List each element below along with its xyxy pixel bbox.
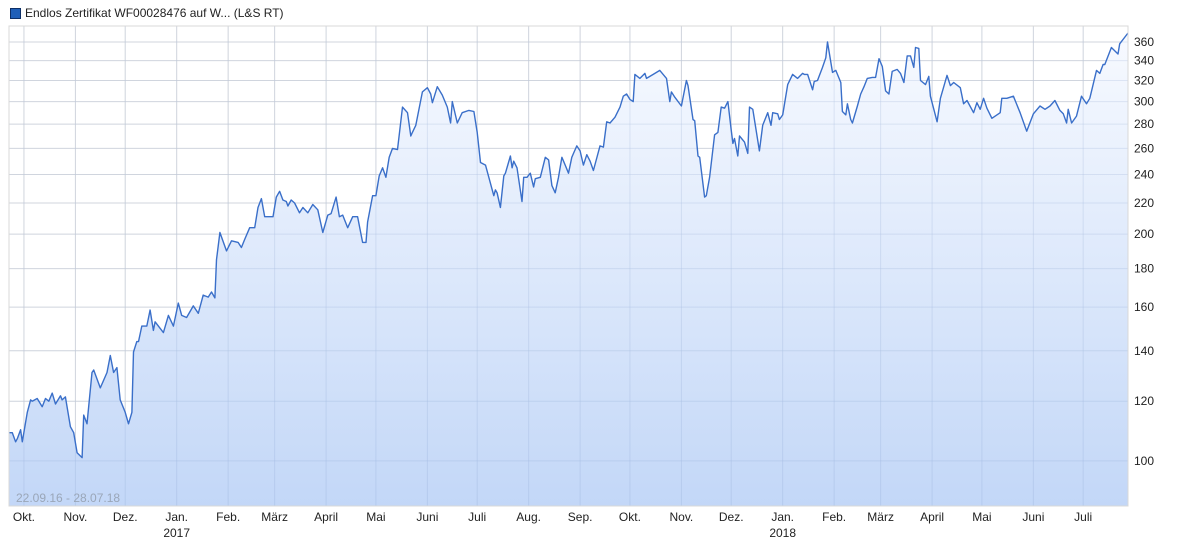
y-tick-label: 320	[1134, 73, 1154, 87]
series-line	[9, 32, 1129, 459]
x-tick-label: Nov.	[669, 510, 693, 524]
x-axis: Okt. Nov. Dez. Jan. 2017 Feb. März April Mai Juni…	[13, 510, 1092, 540]
series-area	[9, 33, 1128, 506]
y-tick-label: 200	[1134, 227, 1154, 241]
y-tick-label: 360	[1134, 35, 1154, 49]
legend-label: Endlos Zertifikat WF00028476 auf W... (L…	[25, 6, 284, 20]
y-tick-label: 180	[1134, 262, 1154, 276]
x-year-label: 2018	[769, 526, 796, 540]
y-tick-label: 220	[1134, 196, 1154, 210]
x-tick-label: April	[920, 510, 944, 524]
x-year-label: 2017	[163, 526, 190, 540]
x-tick-label: Jan.	[165, 510, 188, 524]
x-tick-label: Juli	[468, 510, 486, 524]
legend: Endlos Zertifikat WF00028476 auf W... (L…	[10, 6, 284, 20]
x-tick-label: Dez.	[113, 510, 138, 524]
y-tick-label: 300	[1134, 95, 1154, 109]
y-tick-label: 120	[1134, 394, 1154, 408]
x-tick-label: Feb.	[822, 510, 846, 524]
legend-swatch	[10, 7, 21, 19]
date-range-label: 22.09.16 - 28.07.18	[16, 491, 120, 505]
grid-overlay	[9, 26, 1128, 506]
x-tick-label: Okt.	[13, 510, 35, 524]
x-tick-label: März	[867, 510, 894, 524]
y-tick-label: 240	[1134, 168, 1154, 182]
x-tick-label: Dez.	[719, 510, 744, 524]
x-tick-label: Juni	[416, 510, 438, 524]
y-axis: 100 120 140 160 180 200 220 240 260 280 300 320 340 3…	[1134, 35, 1154, 468]
x-tick-label: Sep.	[568, 510, 593, 524]
y-tick-label: 260	[1134, 141, 1154, 155]
y-tick-label: 280	[1134, 117, 1154, 131]
y-tick-label: 100	[1134, 454, 1154, 468]
x-tick-label: Aug.	[516, 510, 541, 524]
x-tick-label: Juli	[1074, 510, 1092, 524]
y-tick-label: 340	[1134, 54, 1154, 68]
x-tick-label: Mai	[972, 510, 991, 524]
x-tick-label: Mai	[366, 510, 385, 524]
y-tick-label: 160	[1134, 300, 1154, 314]
x-tick-label: April	[314, 510, 338, 524]
x-tick-label: Okt.	[619, 510, 641, 524]
x-tick-label: Nov.	[64, 510, 88, 524]
x-tick-label: Feb.	[216, 510, 240, 524]
x-tick-label: Juni	[1022, 510, 1044, 524]
x-tick-label: März	[261, 510, 288, 524]
x-tick-label: Jan.	[771, 510, 794, 524]
plot-frame	[8, 25, 1129, 507]
y-tick-label: 140	[1134, 344, 1154, 358]
